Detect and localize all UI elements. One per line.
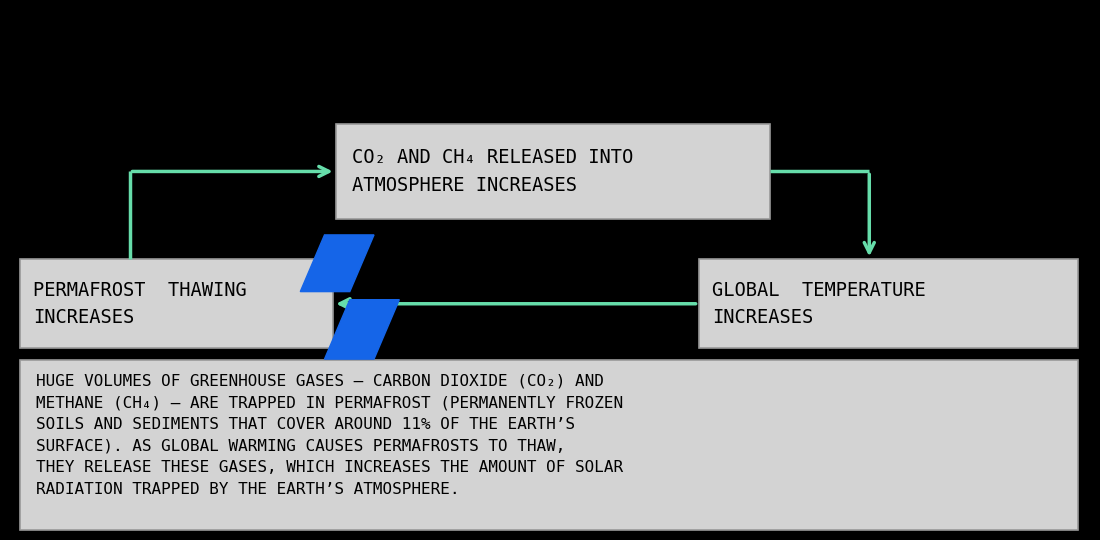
FancyBboxPatch shape [20,259,333,348]
Text: CO₂ AND CH₄ RELEASED INTO
ATMOSPHERE INCREASES: CO₂ AND CH₄ RELEASED INTO ATMOSPHERE INC… [352,148,634,194]
Polygon shape [300,235,374,292]
Text: GLOBAL  TEMPERATURE
INCREASES: GLOBAL TEMPERATURE INCREASES [712,281,925,327]
FancyBboxPatch shape [336,124,770,219]
Polygon shape [324,300,399,359]
FancyBboxPatch shape [698,259,1078,348]
Text: HUGE VOLUMES OF GREENHOUSE GASES – CARBON DIOXIDE (CO₂) AND
METHANE (CH₄) – ARE : HUGE VOLUMES OF GREENHOUSE GASES – CARBO… [36,374,624,497]
FancyBboxPatch shape [20,360,1078,530]
Text: PERMAFROST  THAWING
INCREASES: PERMAFROST THAWING INCREASES [33,281,246,327]
